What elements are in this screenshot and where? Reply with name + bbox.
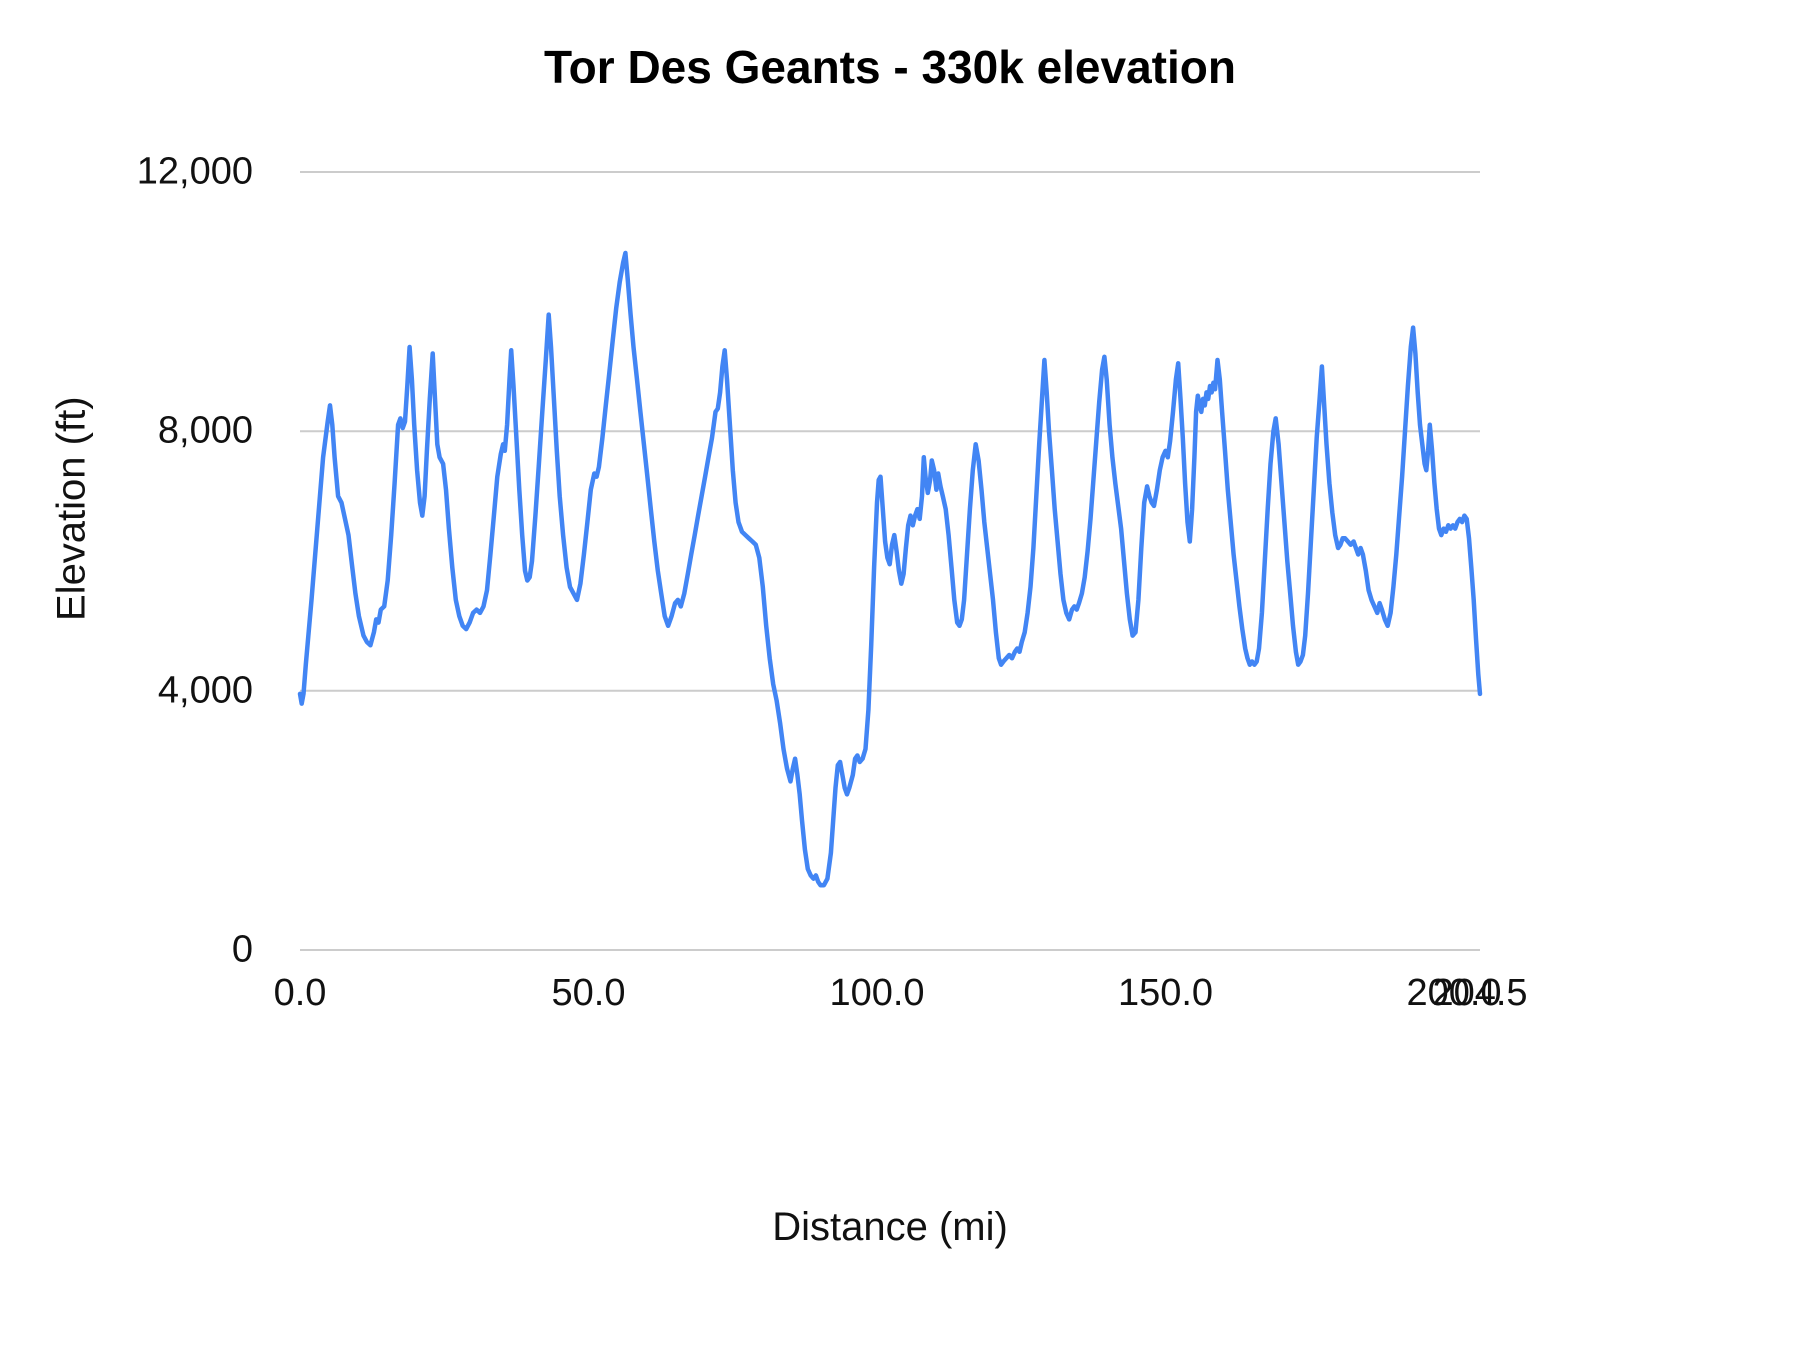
plot-svg: [297, 171, 1483, 951]
x-tick-label: 200.0: [1406, 972, 1502, 1014]
elevation-line: [297, 250, 1483, 888]
x-tick-label: 50.0: [551, 972, 626, 1014]
y-tick-label: 12,000: [136, 150, 253, 193]
y-tick-label: 4,000: [157, 669, 253, 712]
chart-title: Tor Des Geants - 330k elevation: [544, 41, 1236, 93]
x-tick-label: 150.0: [1117, 972, 1214, 1014]
x-tick-label: 0.0: [273, 972, 327, 1014]
y-tick-label: 8,000: [157, 409, 253, 452]
y-tick-label: 0: [231, 928, 253, 971]
plot-area: [297, 171, 1483, 951]
x-tick-labels: 0.0 50.0 100.0 150.0 200.0 204.5: [274, 972, 1528, 1032]
x-tick-label: 204.5: [1432, 972, 1528, 1014]
x-tick-label: 100.0: [829, 972, 925, 1014]
x-axis-title: Distance (mi): [772, 1205, 1008, 1249]
y-tick-labels: 0 4,000 8,000 12,000: [55, 151, 275, 971]
